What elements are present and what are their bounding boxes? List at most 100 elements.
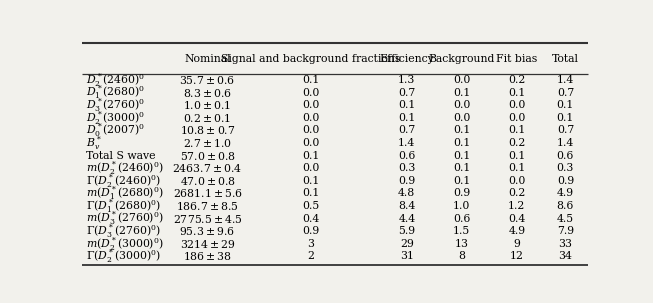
Text: 12: 12 bbox=[510, 251, 524, 261]
Text: $B_v^*$: $B_v^*$ bbox=[86, 134, 102, 152]
Text: $\Gamma(D_3^*(2760)^0)$: $\Gamma(D_3^*(2760)^0)$ bbox=[86, 222, 161, 240]
Text: 1.4: 1.4 bbox=[398, 138, 415, 148]
Text: 0.7: 0.7 bbox=[398, 88, 415, 98]
Text: 0.1: 0.1 bbox=[453, 88, 471, 98]
Text: 0.2: 0.2 bbox=[508, 188, 526, 198]
Text: 1.5: 1.5 bbox=[453, 226, 470, 236]
Text: $m(D_1^*(2680)^0)$: $m(D_1^*(2680)^0)$ bbox=[86, 185, 163, 202]
Text: 0.1: 0.1 bbox=[557, 113, 574, 123]
Text: $D_2^*(2460)^0$: $D_2^*(2460)^0$ bbox=[86, 71, 145, 89]
Text: 0.5: 0.5 bbox=[302, 201, 320, 211]
Text: 0.0: 0.0 bbox=[508, 176, 526, 186]
Text: 0.6: 0.6 bbox=[557, 151, 574, 161]
Text: $1.0 \pm 0.1$: $1.0 \pm 0.1$ bbox=[183, 99, 232, 111]
Text: 0.9: 0.9 bbox=[453, 188, 470, 198]
Text: 0.0: 0.0 bbox=[302, 113, 320, 123]
Text: 0.2: 0.2 bbox=[508, 138, 526, 148]
Text: 7.9: 7.9 bbox=[557, 226, 574, 236]
Text: 4.5: 4.5 bbox=[557, 214, 574, 224]
Text: 0.4: 0.4 bbox=[302, 214, 320, 224]
Text: 0.7: 0.7 bbox=[557, 125, 574, 135]
Text: 0.0: 0.0 bbox=[302, 88, 320, 98]
Text: 0.1: 0.1 bbox=[302, 75, 320, 85]
Text: 0.1: 0.1 bbox=[302, 188, 320, 198]
Text: 9: 9 bbox=[513, 239, 520, 249]
Text: 0.1: 0.1 bbox=[398, 100, 415, 110]
Text: $m(D_3^*(2760)^0)$: $m(D_3^*(2760)^0)$ bbox=[86, 210, 163, 227]
Text: Background: Background bbox=[428, 54, 495, 64]
Text: $\Gamma(D_1^*(2680)^0)$: $\Gamma(D_1^*(2680)^0)$ bbox=[86, 197, 161, 215]
Text: 4.4: 4.4 bbox=[398, 214, 415, 224]
Text: 0.0: 0.0 bbox=[302, 125, 320, 135]
Text: $D_3^*(2760)^0$: $D_3^*(2760)^0$ bbox=[86, 96, 145, 114]
Text: $186.7 \pm 8.5$: $186.7 \pm 8.5$ bbox=[176, 200, 239, 212]
Text: $\Gamma(D_2^*(2460)^0)$: $\Gamma(D_2^*(2460)^0)$ bbox=[86, 172, 161, 190]
Text: 0.7: 0.7 bbox=[557, 88, 574, 98]
Text: Signal and background fractions: Signal and background fractions bbox=[221, 54, 401, 64]
Text: 0.1: 0.1 bbox=[508, 125, 526, 135]
Text: $57.0 \pm 0.8$: $57.0 \pm 0.8$ bbox=[180, 150, 235, 161]
Text: 0.0: 0.0 bbox=[453, 100, 471, 110]
Text: 0.1: 0.1 bbox=[453, 151, 471, 161]
Text: 0.1: 0.1 bbox=[508, 151, 526, 161]
Text: 0.9: 0.9 bbox=[557, 176, 574, 186]
Text: 8.6: 8.6 bbox=[557, 201, 574, 211]
Text: 1.3: 1.3 bbox=[398, 75, 415, 85]
Text: 0.1: 0.1 bbox=[508, 88, 526, 98]
Text: 33: 33 bbox=[558, 239, 573, 249]
Text: Total S wave: Total S wave bbox=[86, 151, 155, 161]
Text: Total: Total bbox=[552, 54, 579, 64]
Text: $0.2 \pm 0.1$: $0.2 \pm 0.1$ bbox=[183, 112, 232, 124]
Text: 4.8: 4.8 bbox=[398, 188, 415, 198]
Text: 0.0: 0.0 bbox=[508, 113, 526, 123]
Text: $2.7 \pm 1.0$: $2.7 \pm 1.0$ bbox=[183, 137, 232, 149]
Text: 1.4: 1.4 bbox=[557, 75, 574, 85]
Text: 0.3: 0.3 bbox=[557, 163, 574, 173]
Text: $2775.5 \pm 4.5$: $2775.5 \pm 4.5$ bbox=[172, 213, 242, 225]
Text: $2463.7 \pm 0.4$: $2463.7 \pm 0.4$ bbox=[172, 162, 242, 174]
Text: $10.8 \pm 0.7$: $10.8 \pm 0.7$ bbox=[180, 125, 235, 136]
Text: 13: 13 bbox=[455, 239, 469, 249]
Text: $D_0^*(2007)^0$: $D_0^*(2007)^0$ bbox=[86, 122, 145, 139]
Text: 0.6: 0.6 bbox=[398, 151, 415, 161]
Text: 0.1: 0.1 bbox=[453, 138, 471, 148]
Text: $35.7 \pm 0.6$: $35.7 \pm 0.6$ bbox=[180, 74, 236, 86]
Text: 0.2: 0.2 bbox=[508, 75, 526, 85]
Text: 0.0: 0.0 bbox=[302, 100, 320, 110]
Text: $D_1^*(2680)^0$: $D_1^*(2680)^0$ bbox=[86, 84, 145, 102]
Text: 0.0: 0.0 bbox=[453, 75, 471, 85]
Text: 34: 34 bbox=[558, 251, 572, 261]
Text: $m(D_2^*(2460)^0)$: $m(D_2^*(2460)^0)$ bbox=[86, 159, 163, 177]
Text: $m(D_2^*(3000)^0)$: $m(D_2^*(3000)^0)$ bbox=[86, 235, 163, 253]
Text: 0.1: 0.1 bbox=[302, 151, 320, 161]
Text: 4.9: 4.9 bbox=[508, 226, 526, 236]
Text: 0.1: 0.1 bbox=[508, 163, 526, 173]
Text: Fit bias: Fit bias bbox=[496, 54, 537, 64]
Text: 1.0: 1.0 bbox=[453, 201, 471, 211]
Text: $47.0 \pm 0.8$: $47.0 \pm 0.8$ bbox=[180, 175, 235, 187]
Text: $8.3 \pm 0.6$: $8.3 \pm 0.6$ bbox=[183, 87, 232, 98]
Text: $D_2^*(3000)^0$: $D_2^*(3000)^0$ bbox=[86, 109, 145, 127]
Text: $95.3 \pm 9.6$: $95.3 \pm 9.6$ bbox=[180, 225, 236, 237]
Text: 0.1: 0.1 bbox=[398, 113, 415, 123]
Text: 29: 29 bbox=[400, 239, 414, 249]
Text: 0.1: 0.1 bbox=[453, 163, 471, 173]
Text: $2681.1 \pm 5.6$: $2681.1 \pm 5.6$ bbox=[172, 187, 242, 199]
Text: 0.1: 0.1 bbox=[557, 100, 574, 110]
Text: 0.9: 0.9 bbox=[398, 176, 415, 186]
Text: 2: 2 bbox=[308, 251, 315, 261]
Text: 31: 31 bbox=[400, 251, 414, 261]
Text: 0.1: 0.1 bbox=[453, 125, 471, 135]
Text: 0.0: 0.0 bbox=[453, 113, 471, 123]
Text: $3214 \pm 29$: $3214 \pm 29$ bbox=[180, 238, 235, 250]
Text: $186 \pm 38$: $186 \pm 38$ bbox=[183, 250, 232, 262]
Text: 0.0: 0.0 bbox=[302, 138, 320, 148]
Text: 0.7: 0.7 bbox=[398, 125, 415, 135]
Text: 0.9: 0.9 bbox=[302, 226, 320, 236]
Text: 0.3: 0.3 bbox=[398, 163, 415, 173]
Text: 0.1: 0.1 bbox=[453, 176, 471, 186]
Text: 4.9: 4.9 bbox=[557, 188, 574, 198]
Text: Nominal: Nominal bbox=[184, 54, 231, 64]
Text: 8.4: 8.4 bbox=[398, 201, 415, 211]
Text: Efficiency: Efficiency bbox=[379, 54, 434, 64]
